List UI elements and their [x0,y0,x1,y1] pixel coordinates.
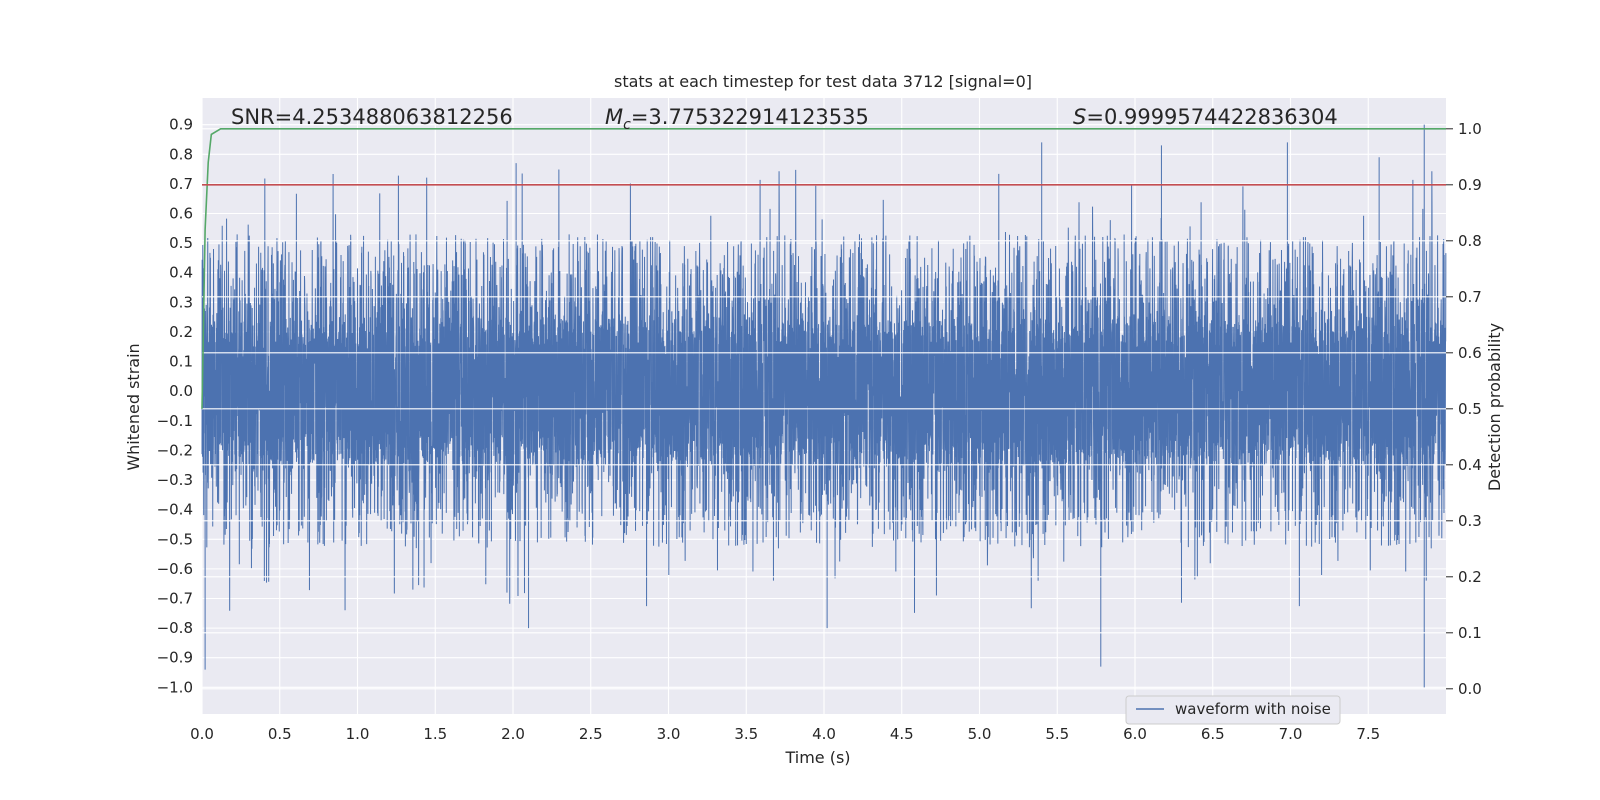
y-axis-left-label: Whitened strain [124,343,143,470]
y-right-tick-label: 0.8 [1458,232,1482,250]
y-right-tick-label: 0.1 [1458,624,1482,642]
y-right-tick-label: 0.4 [1458,456,1482,474]
series-waveform-with-noise [201,124,1447,688]
x-tick-label: 5.0 [968,725,992,743]
x-tick-label: 1.5 [423,725,447,743]
y-left-tick-label: −0.7 [157,590,193,608]
y-right-tick-label: 1.0 [1458,120,1482,138]
y-left-tick-label: −0.5 [157,530,193,548]
y-left-tick-label: 0.2 [169,323,193,341]
y-left-tick-label: −0.3 [157,471,193,489]
y-left-tick-label: 0.5 [169,234,193,252]
x-tick-label: 7.5 [1356,725,1380,743]
x-tick-label: 0.5 [268,725,292,743]
series-detection-probability [201,128,1446,409]
x-tick-label: 6.0 [1123,725,1147,743]
x-tick-label: 5.5 [1045,725,1069,743]
y-right-tick-label: 0.6 [1458,344,1482,362]
y-left-tick-label: 0.3 [169,293,193,311]
legend: waveform with noise [1125,695,1341,725]
y-right-tick-label: 0.2 [1458,568,1482,586]
y-left-tick-label: 0.9 [169,116,193,134]
x-tick-label: 3.5 [734,725,758,743]
x-tick-label: 6.5 [1201,725,1225,743]
y-right-tick-label: 0.0 [1458,680,1482,698]
legend-box [1125,695,1341,725]
x-tick-label: 4.0 [812,725,836,743]
x-tick-label: 0.0 [190,725,214,743]
x-tick-label: 1.0 [346,725,370,743]
stat-snr: SNR=4.253488063812256 [231,105,513,129]
x-axis-label: Time (s) [784,748,850,767]
legend-label: waveform with noise [1175,700,1331,718]
x-tick-label: 7.0 [1279,725,1303,743]
y-axis-right-ticks: 1.0 0.9 0.8 0.7 0.6 0.5 0.4 0.3 0.2 0.1 0.0 [1446,120,1482,698]
y-left-tick-label: 0.7 [169,175,193,193]
y-left-tick-label: −0.2 [157,441,193,459]
y-left-tick-label: 0.8 [169,145,193,163]
chart-title: stats at each timestep for test data 371… [614,72,1032,91]
y-axis-right-label: Detection probability [1485,323,1504,491]
x-axis-ticks: 0.0 0.5 1.0 1.5 2.0 2.5 3.0 3.5 4.0 4.5 5.0 5.5 6.0 6… [190,725,1380,743]
x-tick-label: 4.5 [890,725,914,743]
right-axis-grid [202,128,1446,690]
y-right-tick-label: 0.9 [1458,176,1482,194]
y-right-tick-label: 0.5 [1458,400,1482,418]
y-left-tick-label: 0.0 [169,382,193,400]
y-left-tick-label: −0.8 [157,619,193,637]
stat-chirp-mass: Mc=3.775322914123535 [605,105,869,133]
y-axis-left-ticks: 0.9 0.8 0.7 0.6 0.5 0.4 0.3 0.2 0.1 0.0 −0.1 −0.2 −0… [157,116,193,697]
y-left-tick-label: 0.4 [169,264,193,282]
y-left-tick-label: −0.4 [157,501,193,519]
y-right-tick-label: 0.3 [1458,512,1482,530]
y-left-tick-label: 0.6 [169,205,193,223]
y-left-tick-label: −0.6 [157,560,193,578]
x-tick-label: 2.0 [501,725,525,743]
x-tick-label: 2.5 [579,725,603,743]
y-right-tick-label: 0.7 [1458,288,1482,306]
stat-detection-statistic: S=0.9999574422836304 [1073,105,1338,129]
y-left-tick-label: 0.1 [169,353,193,371]
y-left-tick-label: −1.0 [157,678,193,696]
y-left-tick-label: −0.1 [157,412,193,430]
y-left-tick-label: −0.9 [157,649,193,667]
x-tick-label: 3.0 [657,725,681,743]
